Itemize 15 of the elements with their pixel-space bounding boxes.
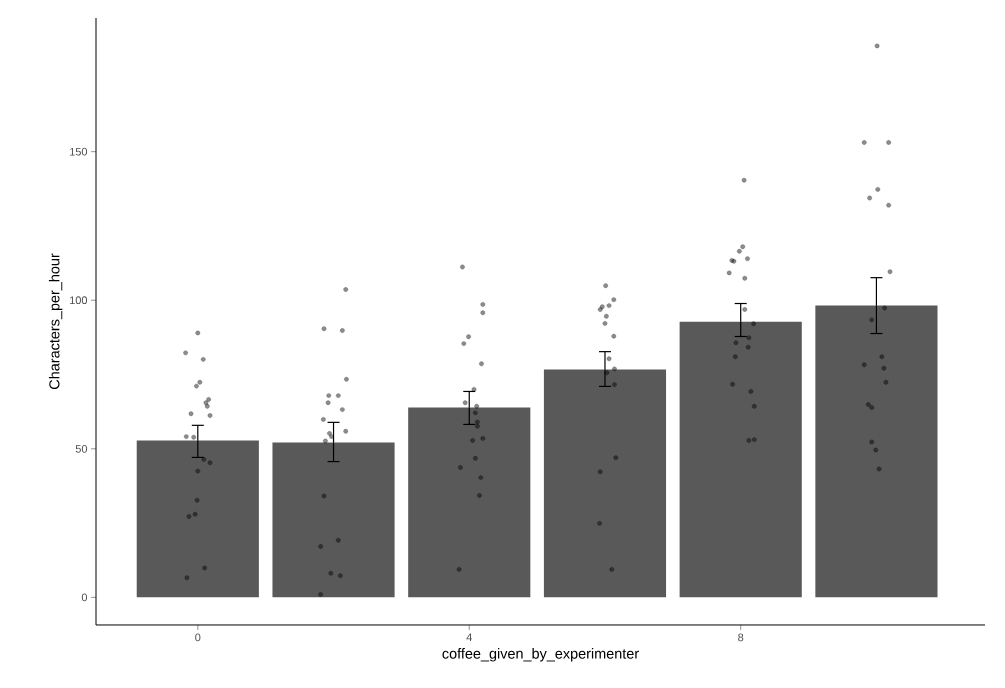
x-tick-label: 8 xyxy=(738,633,744,642)
bar xyxy=(543,369,667,598)
bar xyxy=(272,442,395,598)
bar xyxy=(679,321,802,598)
bar xyxy=(136,440,259,598)
bar xyxy=(408,407,531,598)
y-tick-label: 0 xyxy=(81,593,88,602)
y-axis-title: Characters_per_hour xyxy=(48,253,63,390)
y-tick-label: 50 xyxy=(75,444,88,453)
x-tick-label: 4 xyxy=(466,633,472,642)
y-tick-label: 150 xyxy=(70,147,88,156)
bar xyxy=(815,305,938,598)
x-axis-title: coffee_given_by_experimenter xyxy=(442,648,639,662)
y-tick-label: 100 xyxy=(70,296,88,305)
x-tick-label: 0 xyxy=(195,633,201,642)
